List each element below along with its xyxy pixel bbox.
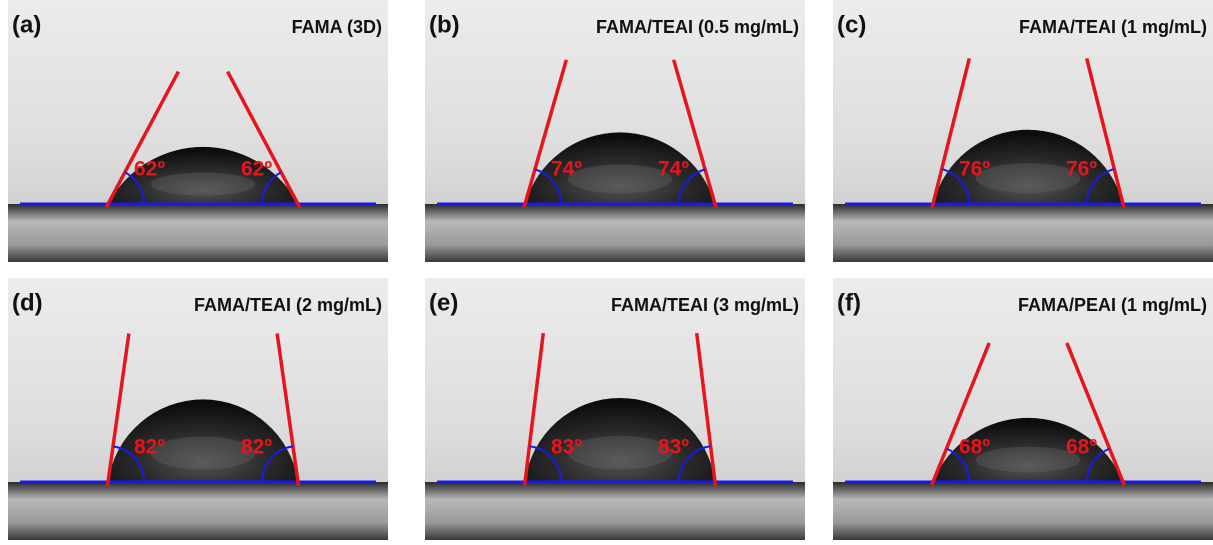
droplet-highlight	[568, 436, 673, 470]
panel-title: FAMA/TEAI (3 mg/mL)	[611, 295, 799, 315]
panel-label: (e)	[429, 289, 458, 316]
panel-label: (f)	[837, 289, 861, 316]
angle-label: 62º	[241, 158, 272, 181]
droplet-highlight	[976, 447, 1081, 473]
substrate	[425, 482, 805, 540]
panel: 83º 83º (e) FAMA/TEAI (3 mg/mL)	[425, 278, 805, 540]
droplet-highlight	[151, 437, 256, 470]
panel-label: (b)	[429, 11, 460, 38]
angle-label: 76º	[1066, 158, 1097, 181]
angle-label: 83º	[658, 436, 689, 459]
figure: 62º 62º (a) FAMA (3D) 74º 74º (b) FAMA/TEAI (0.…	[0, 0, 1213, 540]
panel: 68º 68º (f) FAMA/PEAI (1 mg/mL)	[833, 278, 1213, 540]
page: {"panels": [ {"label": "(a)", "title": "…	[0, 0, 1213, 540]
panel-label: (d)	[12, 289, 43, 316]
angle-label: 82º	[134, 436, 165, 459]
panel-title: FAMA/TEAI (2 mg/mL)	[194, 295, 382, 315]
droplet-highlight	[976, 163, 1081, 193]
panel: 74º 74º (b) FAMA/TEAI (0.5 mg/mL)	[425, 0, 805, 262]
droplet-highlight	[151, 173, 256, 196]
angle-label: 62º	[134, 158, 165, 181]
panel: 76º 76º (c) FAMA/TEAI (1 mg/mL)	[833, 0, 1213, 262]
substrate	[8, 204, 388, 262]
angle-label: 74º	[551, 158, 582, 181]
angle-label: 76º	[959, 158, 990, 181]
panel-label: (a)	[12, 11, 41, 38]
panel-title: FAMA/TEAI (0.5 mg/mL)	[596, 17, 799, 37]
panel: 62º 62º (a) FAMA (3D)	[8, 0, 388, 262]
panel-title: FAMA (3D)	[292, 17, 382, 37]
substrate	[8, 482, 388, 540]
angle-label: 82º	[241, 436, 272, 459]
panel-title: FAMA/TEAI (1 mg/mL)	[1019, 17, 1207, 37]
angle-label: 74º	[658, 158, 689, 181]
panel-title: FAMA/PEAI (1 mg/mL)	[1018, 295, 1207, 315]
substrate	[833, 482, 1213, 540]
angle-label: 83º	[551, 436, 582, 459]
angle-label: 68º	[1066, 436, 1097, 459]
panel-label: (c)	[837, 11, 866, 38]
droplet-highlight	[568, 165, 673, 194]
substrate	[833, 204, 1213, 262]
panel: 82º 82º (d) FAMA/TEAI (2 mg/mL)	[8, 278, 388, 540]
substrate	[425, 204, 805, 262]
angle-label: 68º	[959, 436, 990, 459]
